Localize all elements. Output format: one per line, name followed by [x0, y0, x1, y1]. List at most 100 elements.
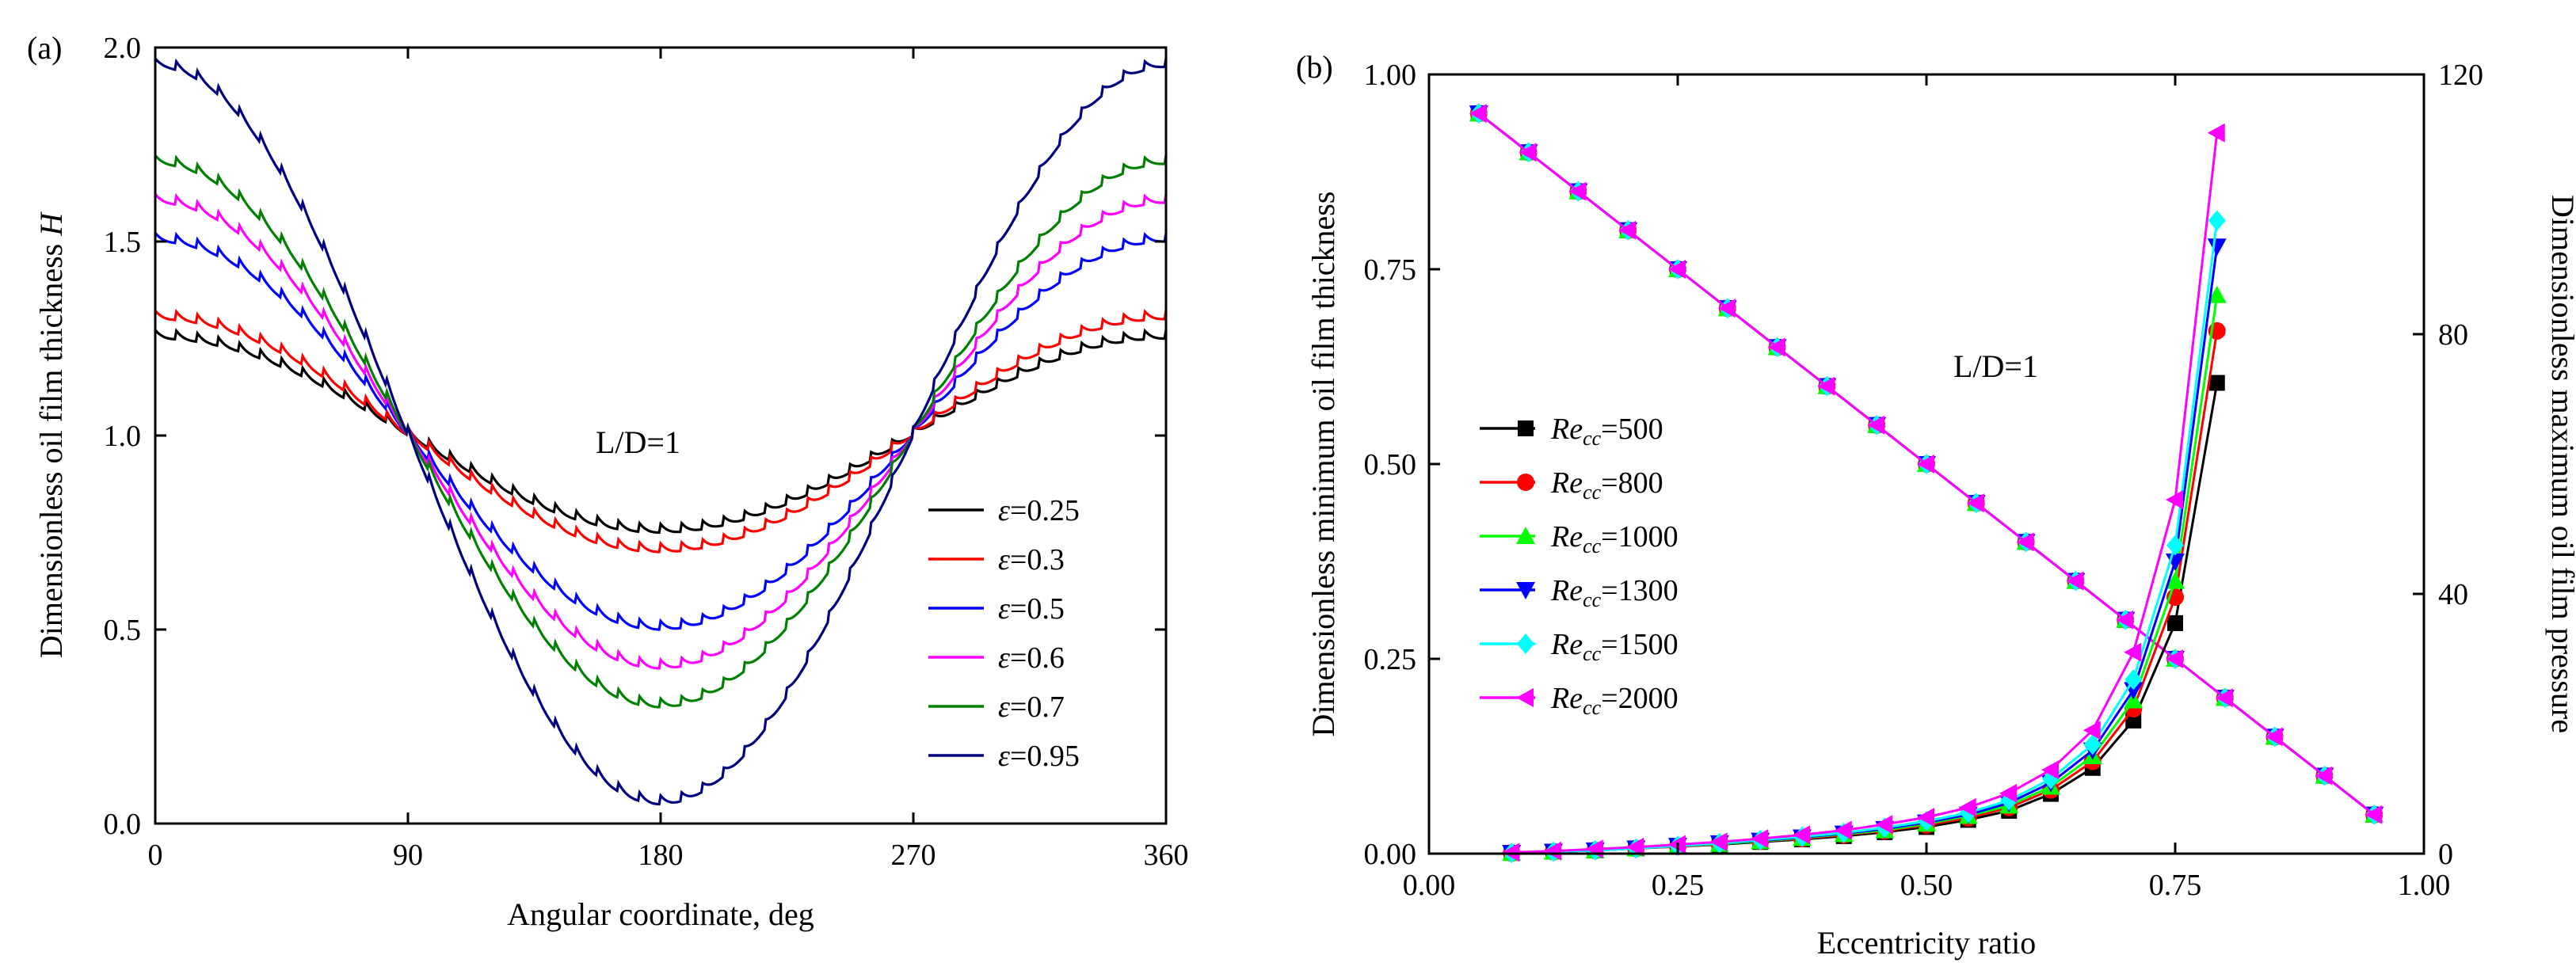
panel-b-thickness-point-5-18	[2365, 805, 2383, 824]
panel-b-y-tick-label-right-3: 120	[2438, 59, 2483, 92]
panel-a-legend-symbol-1: ε	[998, 543, 1010, 576]
panel-a-y-axis-title: Dimensionless oil film thickness H	[33, 211, 69, 658]
panel-b-pressure-point-2-15	[2124, 691, 2143, 709]
panel-a-x-tick-label-2: 180	[638, 839, 684, 872]
panel-b-pressure-line-0	[1511, 382, 2219, 854]
panel-a-legend-symbol-4: ε	[998, 691, 1010, 724]
panel-b-y-tick-label-right-2: 80	[2438, 318, 2468, 352]
panel-b-legend-main-0: Re	[1550, 413, 1583, 446]
panel-a-x-tick-label-1: 90	[393, 839, 423, 872]
panel-b-plot-area	[1469, 103, 2384, 864]
panel-b-pressure-point-0-17	[2208, 375, 2225, 391]
panel-b-y-tick-label-right-0: 0	[2438, 838, 2453, 871]
panel-b-legend-label-1: Recc=800	[1550, 466, 1663, 504]
panel-b-pressure-point-5-12	[1999, 783, 2018, 803]
panel-a-x-tick-label-0: 0	[148, 839, 163, 872]
panel-b-y-axis-title-right: Dimensionless maximum oil film pressure	[2545, 195, 2576, 733]
panel-a-legend-symbol-0: ε	[998, 494, 1010, 527]
panel-b-thickness-point-5-8	[1867, 415, 1885, 435]
panel-a-legend-label-0: ε=0.25	[998, 494, 1080, 527]
panel-b-x-axis-title: Eccentricity ratio	[1817, 925, 2037, 961]
panel-a-legend-label-3: ε=0.6	[998, 641, 1065, 675]
panel-b-thickness-point-5-17	[2315, 766, 2333, 786]
panel-b-pressure-point-5-0	[1502, 843, 1520, 862]
panel-b-x-tick-label-3: 0.75	[2149, 869, 2202, 902]
panel-a-series-line-2	[154, 231, 1168, 631]
panel-a-legend-value-3: =0.6	[1010, 641, 1065, 675]
panel-b-pressure-point-5-6	[1751, 829, 1769, 849]
panel-b-legend-label-3: Recc=1300	[1550, 574, 1679, 611]
panel-a-legend-label-4: ε=0.7	[998, 691, 1065, 724]
panel-b-legend-label-4: Recc=1500	[1550, 628, 1679, 665]
panel-a-y-tick-label-3: 1.5	[104, 226, 142, 259]
panel-a-label: (a)	[27, 30, 62, 66]
panel-a-series-line-0	[154, 328, 1168, 535]
panel-a-legend-value-4: =0.7	[1010, 691, 1065, 724]
panel-a-legend-label-1: ε=0.3	[998, 543, 1065, 576]
panel-b-pressure-point-5-11	[1958, 797, 1976, 817]
panel-b-y-tick-label-right-1: 40	[2438, 578, 2468, 611]
panel-a-y-axis-title-symbol: H	[33, 211, 69, 237]
panel-b-pressure-point-5-16	[2166, 490, 2183, 510]
panel-b-thickness-point-5-3	[1618, 220, 1637, 240]
panel-b-legend-marker-4	[1517, 633, 1534, 654]
panel-b-pressure-point-5-13	[2041, 760, 2059, 780]
panel-b-thickness-point-5-2	[1568, 181, 1587, 201]
panel-b-legend-value-1: =800	[1601, 466, 1663, 500]
panel-a-legend-symbol-2: ε	[998, 592, 1010, 626]
panel-b-legend-marker-2	[1516, 527, 1535, 544]
panel-b-label: (b)	[1296, 49, 1333, 85]
panel-b-legend-value-4: =1500	[1601, 628, 1678, 661]
panel-b-pressure-point-5-5	[1709, 832, 1728, 852]
panel-b-legend-value-2: =1000	[1601, 520, 1678, 554]
panel-b-legend-sub-0: cc	[1583, 427, 1602, 450]
panel-a-y-tick-label-2: 1.0	[104, 420, 142, 453]
panel-a-series-line-4	[154, 154, 1168, 709]
panel-b-pressure-point-5-3	[1626, 837, 1644, 857]
panel-b-y-tick-label-left-3: 0.75	[1364, 253, 1417, 287]
panel-b-thickness-point-5-13	[2116, 610, 2134, 630]
panel-b-pressure-point-4-17	[2208, 210, 2226, 231]
panel-b-thickness-point-5-5	[1717, 299, 1736, 318]
panel-a-legend-symbol-3: ε	[998, 641, 1010, 675]
panel-b-legend-main-2: Re	[1550, 520, 1583, 554]
panel-b-legend-sub-1: cc	[1583, 481, 1602, 504]
panel-b-pressure-point-2-17	[2207, 285, 2227, 303]
panel-b-x-tick-label-2: 0.50	[1900, 869, 1953, 902]
panel-a-plot-area	[154, 57, 1168, 806]
panel-b-legend-sub-3: cc	[1583, 588, 1602, 611]
panel-b-legend-main-5: Re	[1550, 682, 1583, 715]
panel-b-thickness-point-5-0	[1469, 104, 1487, 124]
panel-b-pressure-point-4-14	[2083, 734, 2102, 755]
panel-a-legend-value-5: =0.95	[1010, 740, 1080, 773]
panel-b-thickness-point-5-1	[1519, 143, 1537, 162]
panel-b-legend-label-5: Recc=2000	[1550, 682, 1679, 719]
panel-b-thickness-point-5-9	[1917, 455, 1934, 474]
panel-a-ticks: 0 90 180 270 360 0.0 0.5 1.0 1.5 2.0	[104, 32, 1189, 872]
panel-b-pressure-point-5-7	[1793, 825, 1810, 845]
panel-b-y-tick-label-left-2: 0.50	[1364, 448, 1417, 481]
panel-a-legend-label-2: ε=0.5	[998, 592, 1065, 626]
panel-b-legend-main-1: Re	[1550, 466, 1583, 500]
panel-b-thickness-point-5-16	[2265, 727, 2283, 747]
panel-b-legend-label-0: Recc=500	[1550, 413, 1663, 450]
panel-a-legend-value-2: =0.5	[1010, 592, 1065, 626]
panel-b-pressure-point-5-14	[2083, 721, 2101, 740]
panel-a-series-line-1	[154, 308, 1168, 554]
panel-b: (b) 0.00 0.25 0.50 0.75 1.00 0.00 0.25 0.50 0.75…	[1296, 49, 2576, 961]
panel-b-x-tick-label-0: 0.00	[1403, 869, 1456, 902]
panel-b-thickness-point-5-11	[2016, 532, 2034, 552]
panel-a-x-axis-title: Angular coordinate, deg	[507, 896, 814, 932]
panel-b-x-tick-label-1: 0.25	[1652, 869, 1705, 902]
panel-a-annotation: L/D=1	[596, 424, 680, 460]
panel-b-legend-main-4: Re	[1550, 628, 1583, 661]
panel-b-pressure-point-4-16	[2166, 535, 2184, 556]
panel-b-thickness-point-5-4	[1668, 260, 1686, 279]
panel-a-legend-value-0: =0.25	[1010, 494, 1080, 527]
panel-b-thickness-point-5-6	[1767, 337, 1785, 357]
panel-a-legend-value-1: =0.3	[1010, 543, 1065, 576]
panel-b-legend: Recc=500Recc=800Recc=1000Recc=1300Recc=1…	[1480, 413, 1679, 719]
panel-b-pressure-point-0-16	[2167, 614, 2183, 631]
panel-b-y-tick-label-left-4: 1.00	[1364, 59, 1417, 92]
